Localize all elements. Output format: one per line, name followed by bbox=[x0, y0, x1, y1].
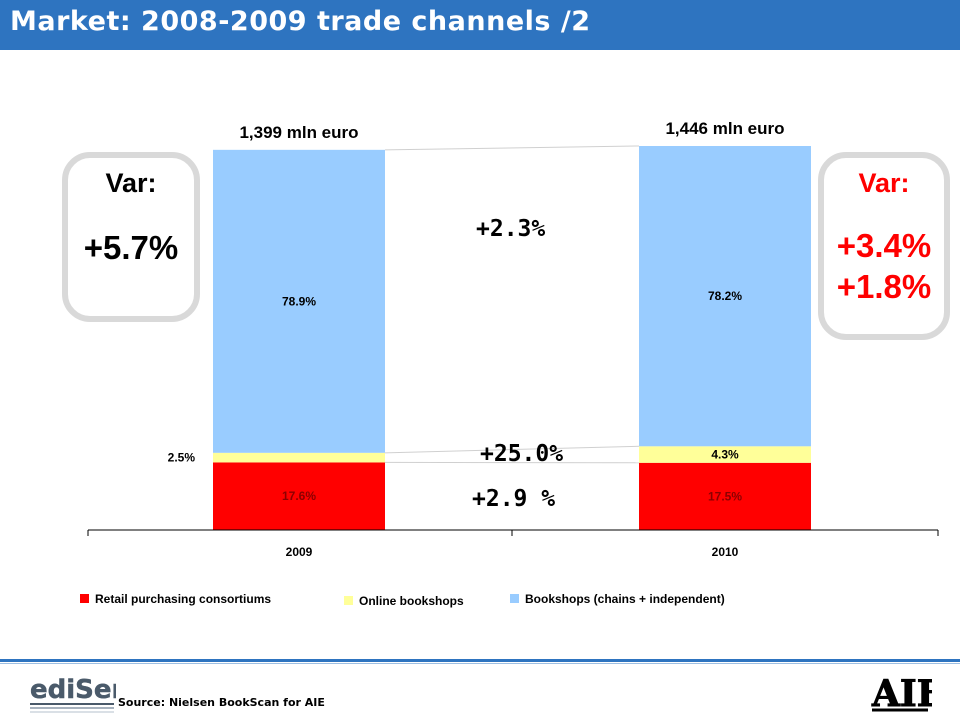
variation-label: Var: bbox=[105, 168, 157, 198]
variation-box-left: Var: +5.7% bbox=[62, 152, 200, 322]
bar-segment-2010-2 bbox=[639, 146, 811, 447]
header-bar: Market: 2008-2009 trade channels /2 bbox=[0, 0, 960, 50]
data-label: 78.2% bbox=[708, 289, 742, 303]
legend-label: Online bookshops bbox=[359, 594, 464, 608]
data-label: 17.6% bbox=[282, 489, 316, 503]
variation-box-right: Var: +3.4% +1.8% bbox=[818, 152, 950, 340]
source-note: Source: Nielsen BookScan for AIE bbox=[118, 696, 325, 709]
data-label: 2.5% bbox=[168, 451, 196, 465]
bar-segment-2010-1 bbox=[639, 446, 811, 463]
ediser-logo: ediSer bbox=[30, 675, 116, 713]
legend-swatch bbox=[344, 596, 353, 605]
total-label: 1,446 mln euro bbox=[665, 119, 784, 138]
bar-segment-2009-1 bbox=[213, 452, 385, 463]
variation-value-1: +3.4% bbox=[836, 227, 932, 264]
data-label: 4.3% bbox=[711, 448, 739, 462]
legend-label: Bookshops (chains + independent) bbox=[525, 592, 725, 606]
bar-segment-2009-0 bbox=[213, 462, 385, 530]
x-tick-label: 2009 bbox=[286, 545, 313, 559]
page-title: Market: 2008-2009 trade channels /2 bbox=[10, 6, 591, 37]
change-bookshops: +2.3% bbox=[476, 216, 546, 242]
change-online: +25.0% bbox=[480, 441, 564, 467]
change-retail: +2.9 % bbox=[472, 486, 556, 512]
footer-divider-thin bbox=[0, 663, 960, 664]
total-label: 1,399 mln euro bbox=[239, 123, 358, 142]
x-tick-label: 2010 bbox=[712, 545, 739, 559]
aie-logo-text: AIE bbox=[871, 673, 932, 714]
data-label: 17.5% bbox=[708, 489, 742, 503]
legend-label: Retail purchasing consortiums bbox=[95, 592, 271, 606]
bar-segment-2010-0 bbox=[639, 462, 811, 530]
variation-value-2: +1.8% bbox=[836, 268, 932, 305]
legend-swatch bbox=[80, 594, 89, 603]
data-label: 78.9% bbox=[282, 294, 316, 308]
stacked-bar-chart: 17.6% 2.5% 78.9% 1,399 mln euro 17.5% 4.3% 78.… bbox=[80, 119, 939, 608]
aie-logo: AIE bbox=[871, 673, 933, 715]
connector-line bbox=[384, 145, 640, 151]
variation-value: +5.7% bbox=[83, 229, 179, 266]
ediser-logo-text: ediSer bbox=[30, 675, 116, 705]
bar-segment-2009-2 bbox=[213, 149, 385, 453]
connector-line bbox=[384, 445, 640, 454]
variation-label: Var: bbox=[858, 168, 910, 198]
legend-swatch bbox=[510, 594, 519, 603]
footer-divider bbox=[0, 659, 960, 662]
